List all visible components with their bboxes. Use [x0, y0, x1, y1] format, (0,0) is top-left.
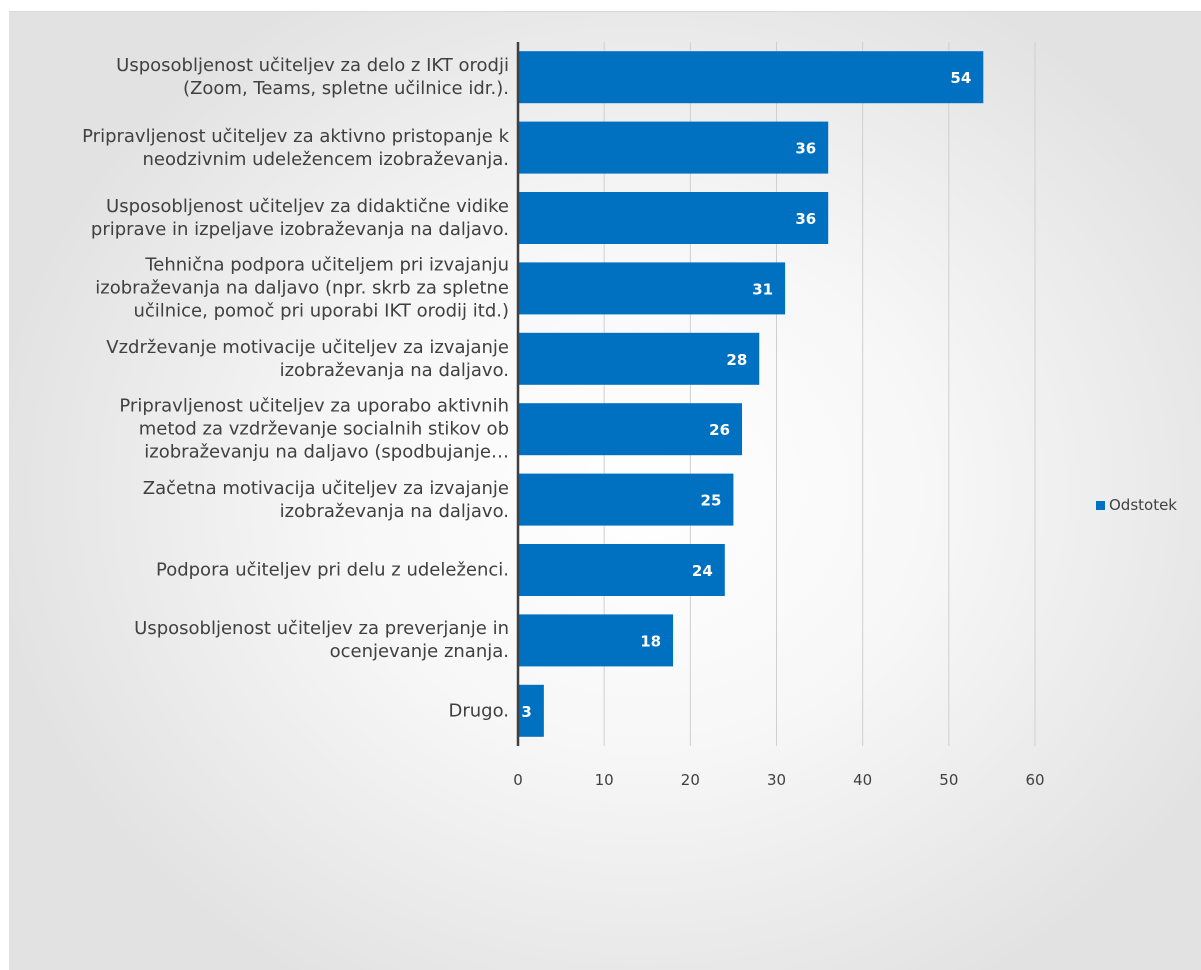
category-label: Vzdrževanje motivacije učiteljev za izva… — [29, 336, 509, 382]
category-label-line: Tehnična podpora učiteljem pri izvajanju — [145, 254, 509, 276]
x-tick-label: 60 — [1025, 771, 1044, 789]
data-label: 31 — [752, 280, 773, 298]
category-label-line: neodzivnim udeležencem izobraževanja. — [142, 148, 509, 170]
bar — [518, 192, 829, 244]
x-tick-label: 0 — [513, 771, 523, 789]
data-label: 25 — [701, 492, 722, 510]
category-label-line: izobraževanja na daljavo. — [279, 500, 509, 522]
x-tick-label: 50 — [939, 771, 958, 789]
data-label: 24 — [692, 562, 713, 580]
category-label: Podpora učiteljev pri delu z udeleženci. — [29, 559, 509, 582]
x-tick-label: 10 — [595, 771, 614, 789]
bar — [518, 51, 984, 104]
category-label-line: izobraževanju na daljavo (spodbujanje… — [144, 441, 509, 463]
data-label: 3 — [521, 703, 531, 721]
bar — [518, 332, 760, 385]
legend-label: Odstotek — [1109, 496, 1177, 514]
bar — [518, 614, 674, 667]
category-label: Pripravljenost učiteljev za aktivno pris… — [29, 125, 509, 171]
legend-swatch — [1096, 500, 1105, 510]
category-label-line: priprave in izpeljave izobraževanja na d… — [90, 219, 509, 240]
bar — [518, 473, 734, 526]
bar — [518, 684, 544, 737]
category-label-line: izobraževanja na daljavo (npr. skrb za s… — [95, 277, 509, 299]
data-label: 18 — [640, 632, 661, 650]
data-label: 54 — [950, 69, 971, 87]
category-label: Usposobljenost učiteljev za delo z IKT o… — [29, 54, 509, 100]
category-label: Usposobljenost učiteljev za didaktične v… — [29, 195, 509, 241]
data-label: 28 — [726, 351, 747, 369]
category-label: Tehnična podpora učiteljem pri izvajanju… — [29, 254, 509, 323]
category-label-line: metod za vzdrževanje socialnih stikov ob — [138, 418, 509, 440]
category-label-line: Usposobljenost učiteljev za preverjanje … — [134, 618, 509, 640]
legend: Odstotek — [1096, 496, 1177, 514]
category-label-line: ocenjevanje znanja. — [329, 641, 509, 663]
category-label-line: Podpora učiteljev pri delu z udeleženci. — [155, 559, 509, 581]
category-label: Začetna motivacija učiteljev za izvajanj… — [29, 477, 509, 523]
bar — [518, 403, 743, 456]
bar-chart: 0 10 20 30 40 50 60 54 36 36 31 28 26 25 24 18 3 — [513, 42, 1045, 789]
category-label: Pripravljenost učiteljev za uporabo akti… — [29, 395, 509, 464]
bar — [518, 121, 829, 174]
category-label-line: Pripravljenost učiteljev za aktivno pris… — [82, 125, 509, 147]
category-label-line: Vzdrževanje motivacije učiteljev za izva… — [106, 336, 509, 358]
data-label: 36 — [795, 140, 816, 158]
x-tick-label: 40 — [853, 771, 872, 789]
category-label-line: Usposobljenost učiteljev za delo z IKT o… — [116, 55, 509, 77]
category-label-line: Usposobljenost učiteljev za didaktične v… — [106, 196, 509, 217]
x-tick-label: 30 — [767, 771, 786, 789]
chart-area: 0 10 20 30 40 50 60 54 36 36 31 28 26 25 24 18 3 Usposob… — [9, 11, 1201, 970]
data-label: 26 — [709, 421, 730, 439]
category-label-line: Začetna motivacija učiteljev za izvajanj… — [142, 477, 509, 499]
category-label-line: izobraževanja na daljavo. — [279, 359, 509, 381]
category-label: Usposobljenost učiteljev za preverjanje … — [29, 617, 509, 663]
category-label: Drugo. — [29, 699, 509, 722]
category-label-line: Pripravljenost učiteljev za uporabo akti… — [119, 395, 509, 417]
bar — [518, 262, 786, 315]
category-label-line: učilnice, pomoč pri uporabi IKT orodij i… — [133, 300, 509, 322]
category-label-line: Drugo. — [448, 700, 509, 722]
x-tick-label: 20 — [681, 771, 700, 789]
data-label: 36 — [795, 210, 816, 228]
category-label-line: (Zoom, Teams, spletne učilnice idr.). — [183, 78, 509, 100]
bar — [518, 544, 725, 596]
